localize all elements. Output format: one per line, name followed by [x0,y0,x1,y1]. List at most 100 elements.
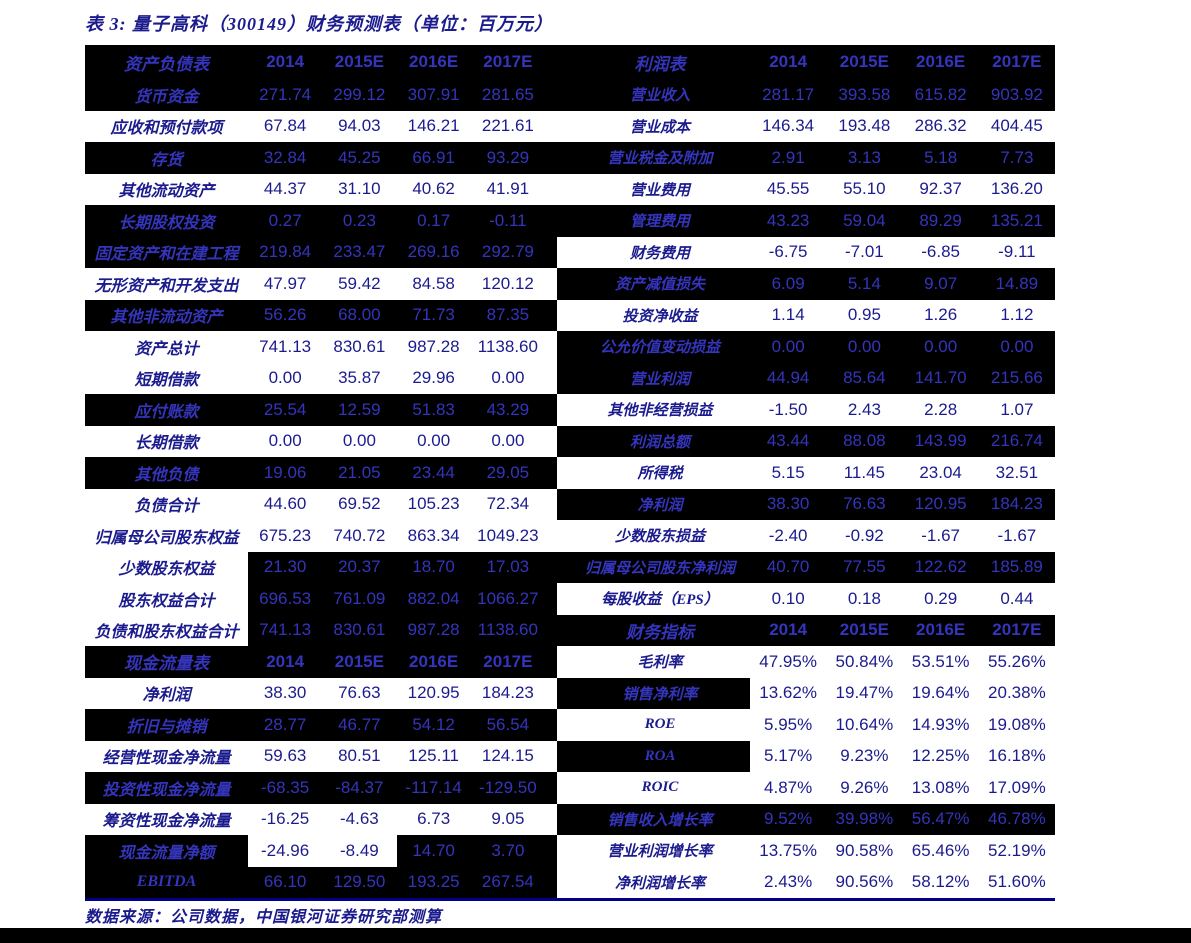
right-value-cell: 903.92 [978,79,1055,111]
right-value-cell: 146.34 [762,116,815,136]
left-value-cell: -0.11 [470,205,545,237]
left-value-cell: 9.05 [491,809,525,829]
left-value-cell: 105.23 [407,494,460,514]
right-row-label: 销售收入增长率 [570,803,750,835]
right-value-cell: 404.45 [990,116,1043,136]
right-row-label: ROE [644,716,676,733]
right-half: 销售收入增长率 9.52% 39.98% 56.47% 46.78% [557,803,1055,835]
right-value-cell: 120.95 [902,488,979,520]
right-gap-cell [557,268,570,300]
left-year-header-cell: 2014 [248,646,323,678]
right-half: 营业利润增长率 13.75% 90.58% 65.46% 52.19% [557,835,1055,867]
right-value-cell: 9.52% [750,803,827,835]
right-year-header-cell: 2016E [902,45,979,79]
right-half: ROIC 4.87% 9.26% 13.08% 17.09% [557,772,1055,804]
left-value-cell: -117.14 [396,772,471,804]
right-half: 管理费用 43.23 59.04 89.29 135.21 [557,205,1055,237]
left-value-cell: 93.29 [470,142,545,174]
right-gap-cell [557,394,570,426]
left-value-cell: 12.59 [322,394,397,426]
left-gap-cell [545,426,557,458]
left-half: 股东权益合计 696.53 761.09 882.04 1066.27 [85,583,557,615]
left-value-cell: 51.83 [396,394,471,426]
left-value-cell: 0.23 [322,205,397,237]
right-half: 销售净利率 13.62% 19.47% 19.64% 20.38% [557,677,1055,709]
right-row-label: 销售净利率 [570,677,750,709]
left-value-cell: 43.29 [470,394,545,426]
table-row: 资产负债表 2014 2015E 2016E 2017E 利润表 2014 2015E 2016… [85,45,1055,79]
left-value-cell: 25.54 [248,394,323,426]
left-year-header-cell: 2017E [470,646,545,678]
left-value-cell: 0.00 [268,368,302,388]
right-gap-cell [557,174,570,206]
right-half: 每股收益（EPS） 0.10 0.18 0.29 0.44 [557,583,1055,615]
right-value-cell: 5.14 [826,268,903,300]
right-value-cell: 5.18 [902,142,979,174]
right-value-cell: 2.91 [750,142,827,174]
right-value-cell: 38.30 [750,488,827,520]
right-row-label: 管理费用 [570,205,750,237]
right-gap-cell [557,425,570,457]
left-value-cell: 830.61 [322,614,397,646]
left-row-label: 长期借款 [134,435,199,453]
table-row: 短期借款 0.00 35.87 29.96 0.00 营业利润 44.94 85.64 141.… [85,362,1055,395]
left-gap-cell [545,646,557,678]
left-value-cell: -4.63 [340,809,379,829]
right-value-cell: 90.58% [835,840,894,860]
right-half: 营业税金及附加 2.91 3.13 5.18 7.73 [557,142,1055,174]
table-row: 应收和预付款项 67.84 94.03 146.21 221.61 营业成本 146.34 1… [85,111,1055,143]
right-value-cell: 47.95% [759,651,817,671]
left-value-cell: -68.35 [248,772,323,804]
right-value-cell: 5.15 [771,462,805,482]
left-row-label: 折旧与摊销 [85,709,248,741]
right-value-cell: 281.17 [750,79,827,111]
left-value-cell: 29.96 [412,368,455,388]
left-gap-cell [545,363,557,395]
left-value-cell: 882.04 [396,583,471,615]
right-gap-cell [557,142,570,174]
right-half: 财务费用 -6.75 -7.01 -6.85 -9.11 [557,237,1055,269]
right-gap-cell [557,772,570,804]
left-value-cell: 41.91 [486,179,530,199]
right-value-cell: -9.11 [998,242,1036,262]
left-half: 其他非流动资产 56.26 68.00 71.73 87.35 [85,299,557,331]
right-value-cell: 2.43% [764,872,813,892]
right-value-cell: 13.62% [759,683,817,703]
left-value-cell: 44.60 [263,494,307,514]
left-value-cell: 38.30 [263,683,307,703]
right-value-cell: 141.70 [902,362,979,394]
left-row-label: 其他非流动资产 [85,299,248,331]
right-value-cell: 215.66 [978,362,1055,394]
table-row: 负债和股东权益合计 741.13 830.61 987.28 1138.60 财务指标 20… [85,614,1055,646]
right-gap-cell [557,362,570,394]
left-value-cell: 0.00 [417,431,451,451]
right-value-cell: 1.14 [771,305,805,325]
left-value-cell: 1066.27 [470,583,545,615]
left-row-label: 无形资产和开发支出 [94,277,239,295]
left-value-cell: -8.49 [340,840,379,860]
left-half: 应收和预付款项 67.84 94.03 146.21 221.61 [85,111,557,143]
right-row-label: 其他非经营损益 [607,403,713,420]
right-row-label: 营业费用 [629,182,690,199]
left-half: 货币资金 271.74 299.12 307.91 281.65 [85,79,557,111]
right-value-cell: 14.89 [978,268,1055,300]
left-half: 资产总计 741.13 830.61 987.28 1138.60 [85,331,557,363]
right-gap-cell [557,111,570,143]
right-value-cell: 11.45 [843,462,886,482]
right-row-label: 投资净收益 [622,308,698,325]
left-value-cell: 1049.23 [477,525,539,545]
right-value-cell: 122.62 [902,551,979,583]
left-half: 存货 32.84 45.25 66.91 93.29 [85,142,557,174]
right-gap-cell [557,677,570,709]
left-gap-cell [545,614,557,646]
right-row-label: 所得税 [637,466,683,483]
right-row-label: 资产减值损失 [570,268,750,300]
right-value-cell: 89.29 [902,205,979,237]
right-year-header-cell: 2016E [902,614,979,646]
right-half: ROE 5.95% 10.64% 14.93% 19.08% [557,709,1055,741]
left-row-label: 资产负债表 [85,45,248,79]
left-value-cell: 46.77 [322,709,397,741]
right-value-cell: 85.64 [826,362,903,394]
left-value-cell: -16.25 [261,809,310,829]
left-value-cell: 56.54 [470,709,545,741]
